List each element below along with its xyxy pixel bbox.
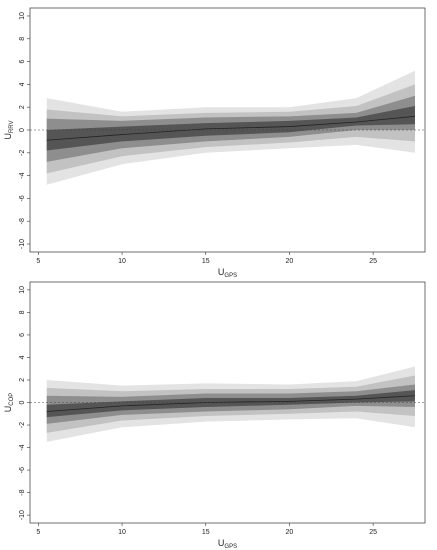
y-tick-label: -10 [19, 239, 26, 249]
y-tick-label: -6 [19, 195, 26, 201]
x-tick-label: 5 [36, 258, 40, 265]
y-tick-label: -2 [19, 150, 26, 156]
y-tick-label: 6 [19, 60, 26, 64]
x-axis-label: UGPS [218, 267, 237, 278]
y-tick-label: -2 [19, 422, 26, 428]
x-axis-label: UGPS [218, 538, 237, 549]
x-tick-label: 20 [286, 529, 294, 536]
y-tick-label: -8 [19, 218, 26, 224]
y-tick-label: 8 [19, 310, 26, 314]
y-tick-label: 10 [19, 286, 26, 294]
x-tick-label: 15 [202, 529, 210, 536]
x-tick-label: 25 [369, 258, 377, 265]
y-tick-label: -4 [19, 444, 26, 450]
y-tick-label: 10 [19, 12, 26, 20]
y-axis-label-sub: COP [9, 393, 15, 406]
y-tick-label: 4 [19, 355, 26, 359]
y-tick-label: 0 [19, 128, 26, 132]
center-line [46, 395, 415, 412]
y-tick-label: 4 [19, 82, 26, 86]
x-tick-label: 15 [202, 258, 210, 265]
y-tick-label: -8 [19, 489, 26, 495]
y-axis-label-sub: RRV [9, 120, 15, 133]
y-tick-label: -10 [19, 510, 26, 520]
band [46, 390, 415, 418]
y-tick-label: 6 [19, 333, 26, 337]
y-axis-label-main: U [3, 133, 13, 140]
x-tick-label: 20 [286, 258, 294, 265]
y-axis-label: UCOP [3, 393, 14, 413]
y-tick-label: 2 [19, 378, 26, 382]
x-tick-label: 5 [36, 529, 40, 536]
y-tick-label: 8 [19, 37, 26, 41]
x-tick-label: 10 [118, 258, 126, 265]
x-tick-label: 25 [369, 529, 377, 536]
y-axis-label: URRV [3, 120, 14, 139]
y-tick-label: 2 [19, 105, 26, 109]
y-axis-label-main: U [3, 406, 13, 413]
y-tick-label: -6 [19, 467, 26, 473]
x-axis-label-main: U [218, 538, 225, 548]
center-line [46, 115, 415, 141]
x-tick-label: 10 [118, 529, 126, 536]
y-tick-label: -4 [19, 172, 26, 178]
x-axis-label-main: U [218, 267, 225, 277]
x-axis-label-sub: GPS [224, 544, 237, 550]
y-tick-label: 0 [19, 400, 26, 404]
x-axis-label-sub: GPS [224, 273, 237, 279]
